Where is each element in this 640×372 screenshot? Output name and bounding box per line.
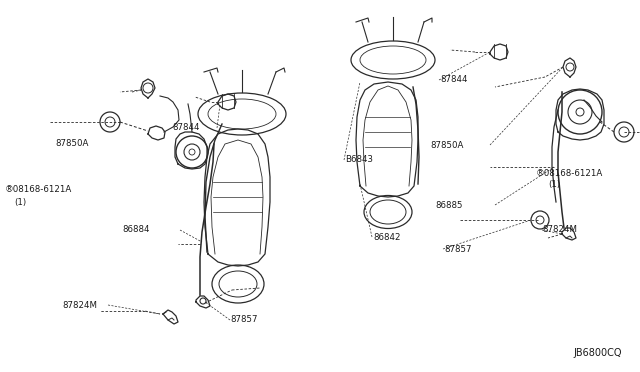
Text: 86884: 86884 — [122, 225, 150, 234]
Text: 87850A: 87850A — [55, 138, 88, 148]
Text: 87857: 87857 — [444, 244, 472, 253]
Text: 87824M: 87824M — [542, 225, 577, 234]
Text: 86842: 86842 — [373, 232, 401, 241]
Text: (1): (1) — [548, 180, 560, 189]
Text: B6843: B6843 — [345, 155, 373, 164]
Text: 87844: 87844 — [172, 124, 200, 132]
Text: 87824M: 87824M — [62, 301, 97, 310]
Text: (1): (1) — [14, 198, 26, 206]
Text: ®08168-6121A: ®08168-6121A — [536, 169, 604, 177]
Text: 87850A: 87850A — [430, 141, 463, 150]
Text: 86885: 86885 — [435, 201, 463, 209]
Text: JB6800CQ: JB6800CQ — [573, 348, 622, 358]
Text: ®08168-6121A: ®08168-6121A — [5, 186, 72, 195]
Text: 87857: 87857 — [230, 315, 257, 324]
Text: 87844: 87844 — [440, 76, 467, 84]
